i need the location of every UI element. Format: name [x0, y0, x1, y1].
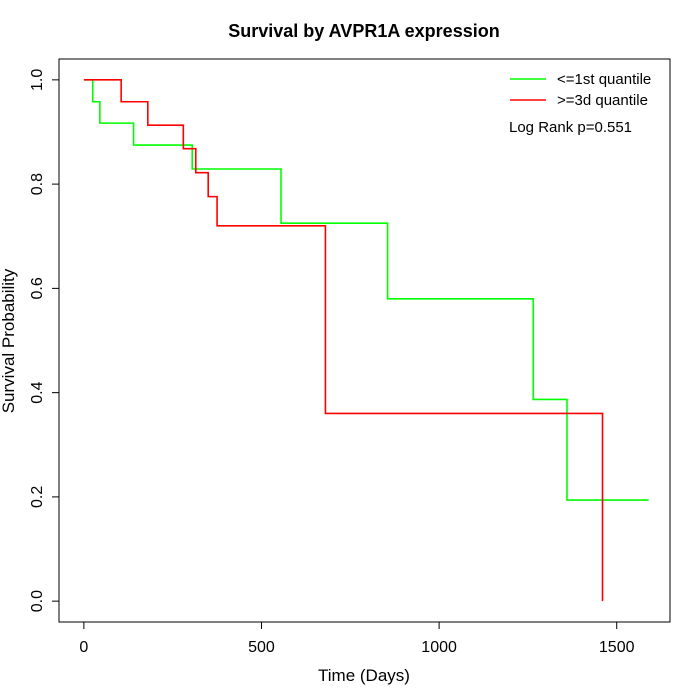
y-axis: 0.0 0.2 0.4 0.6 0.8 1.0 — [29, 69, 60, 612]
x-axis-label: Time (Days) — [318, 666, 410, 685]
x-axis: 0 500 1000 1500 — [79, 621, 635, 656]
x-tick-label: 0 — [79, 639, 88, 656]
legend: <=1st quantile >=3d quantile — [510, 71, 651, 109]
survival-curves — [83, 79, 649, 602]
y-tick-label: 0.4 — [29, 381, 46, 403]
x-tick-label: 1500 — [599, 639, 635, 656]
log-rank-pvalue: Log Rank p=0.551 — [509, 119, 632, 136]
y-tick-label: 0.8 — [29, 173, 46, 195]
legend-label-low: <=1st quantile — [557, 71, 651, 88]
y-tick-label: 0.2 — [29, 486, 46, 508]
x-tick-label: 500 — [248, 639, 275, 656]
plot-frame — [58, 58, 671, 623]
y-tick-label: 0.0 — [29, 590, 46, 612]
chart-title: Survival by AVPR1A expression — [228, 21, 499, 41]
y-tick-label: 0.6 — [29, 277, 46, 299]
x-tick-label: 1000 — [421, 639, 457, 656]
legend-label-high: >=3d quantile — [557, 92, 648, 109]
y-tick-label: 1.0 — [29, 69, 46, 91]
survival-curve-low — [83, 79, 649, 501]
y-axis-label: Survival Probability — [0, 268, 18, 413]
survival-curve-high — [83, 79, 604, 602]
